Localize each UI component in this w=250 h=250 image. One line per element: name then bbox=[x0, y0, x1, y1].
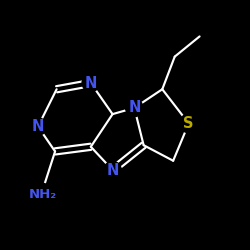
Circle shape bbox=[82, 74, 100, 92]
Circle shape bbox=[126, 99, 143, 116]
Text: S: S bbox=[184, 116, 194, 131]
Circle shape bbox=[104, 161, 121, 179]
Text: N: N bbox=[85, 76, 97, 90]
Text: N: N bbox=[128, 100, 140, 116]
Text: NH₂: NH₂ bbox=[28, 188, 57, 202]
Circle shape bbox=[29, 183, 53, 207]
Circle shape bbox=[29, 118, 47, 135]
Text: N: N bbox=[32, 119, 44, 134]
Circle shape bbox=[180, 114, 198, 133]
Text: N: N bbox=[106, 162, 119, 178]
